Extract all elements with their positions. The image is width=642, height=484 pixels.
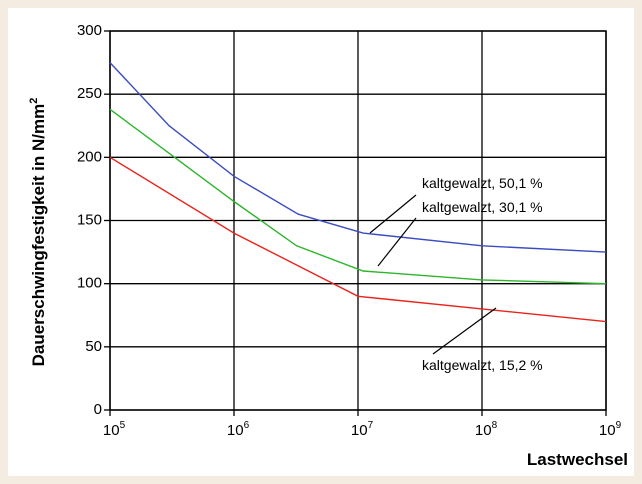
chart-frame: kaltgewalzt, 50,1 % kaltgewalzt, 30,1 % ka…: [8, 8, 634, 476]
annotation-leader-line: [369, 194, 417, 234]
x-tick-exponent: 6: [244, 420, 250, 431]
y-tick-label: 250: [77, 85, 102, 102]
x-axis-label: Lastwechsel: [527, 450, 628, 469]
annotation-leader-line: [432, 307, 497, 355]
annotations: kaltgewalzt, 50,1 % kaltgewalzt, 30,1 % ka…: [369, 175, 543, 373]
x-tick-base: 10: [599, 422, 616, 439]
y-tick-label: 200: [77, 148, 102, 165]
y-tick-label: 300: [77, 22, 102, 39]
grid: [104, 30, 607, 416]
x-tick-base: 10: [103, 422, 120, 439]
series-line-1: [109, 62, 607, 253]
y-axis-label-text: Dauerschwingfestigkeit in N/mm: [29, 104, 48, 367]
x-tick-label: 106: [227, 420, 250, 439]
plot-area-border: [109, 30, 607, 411]
series-annotation-label: kaltgewalzt, 30,1 %: [422, 199, 543, 215]
x-tick-label: 107: [351, 420, 374, 439]
x-tick-label: 105: [103, 420, 126, 439]
y-tick-label: 150: [77, 211, 102, 228]
x-tick-base: 10: [227, 422, 244, 439]
x-tick-label: 108: [475, 420, 498, 439]
x-tick-base: 10: [475, 422, 492, 439]
chart-svg: kaltgewalzt, 50,1 % kaltgewalzt, 30,1 % ka…: [28, 22, 628, 469]
annotation-leader-line: [377, 217, 417, 267]
x-tick-exponent: 5: [120, 420, 126, 431]
x-tick-exponent: 8: [492, 420, 498, 431]
series-annotation-label: kaltgewalzt, 15,2 %: [422, 357, 543, 373]
x-tick-label: 109: [599, 420, 622, 439]
series-line-3: [109, 156, 607, 323]
x-tick-base: 10: [351, 422, 368, 439]
y-axis-label: Dauerschwingfestigkeit in N/mm2: [28, 98, 48, 367]
x-tick-exponent: 9: [616, 420, 622, 431]
series-annotation-label: kaltgewalzt, 50,1 %: [422, 175, 543, 191]
x-tick-exponent: 7: [368, 420, 374, 431]
series-layer: [109, 62, 607, 323]
y-tick-label: 100: [77, 275, 102, 292]
y-tick-label: 0: [94, 401, 102, 418]
y-axis-label-superscript: 2: [28, 98, 40, 104]
series-line-2: [109, 108, 607, 285]
y-tick-label: 50: [85, 338, 102, 355]
